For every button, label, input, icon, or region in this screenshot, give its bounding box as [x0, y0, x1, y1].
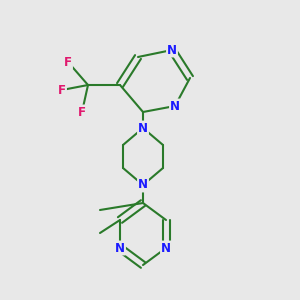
- Text: N: N: [167, 44, 177, 56]
- Text: F: F: [58, 83, 66, 97]
- Text: F: F: [64, 56, 72, 68]
- Text: N: N: [115, 242, 125, 254]
- Text: N: N: [161, 242, 171, 254]
- Text: N: N: [170, 100, 180, 112]
- Text: N: N: [138, 178, 148, 191]
- Text: N: N: [138, 122, 148, 134]
- Text: F: F: [78, 106, 86, 118]
